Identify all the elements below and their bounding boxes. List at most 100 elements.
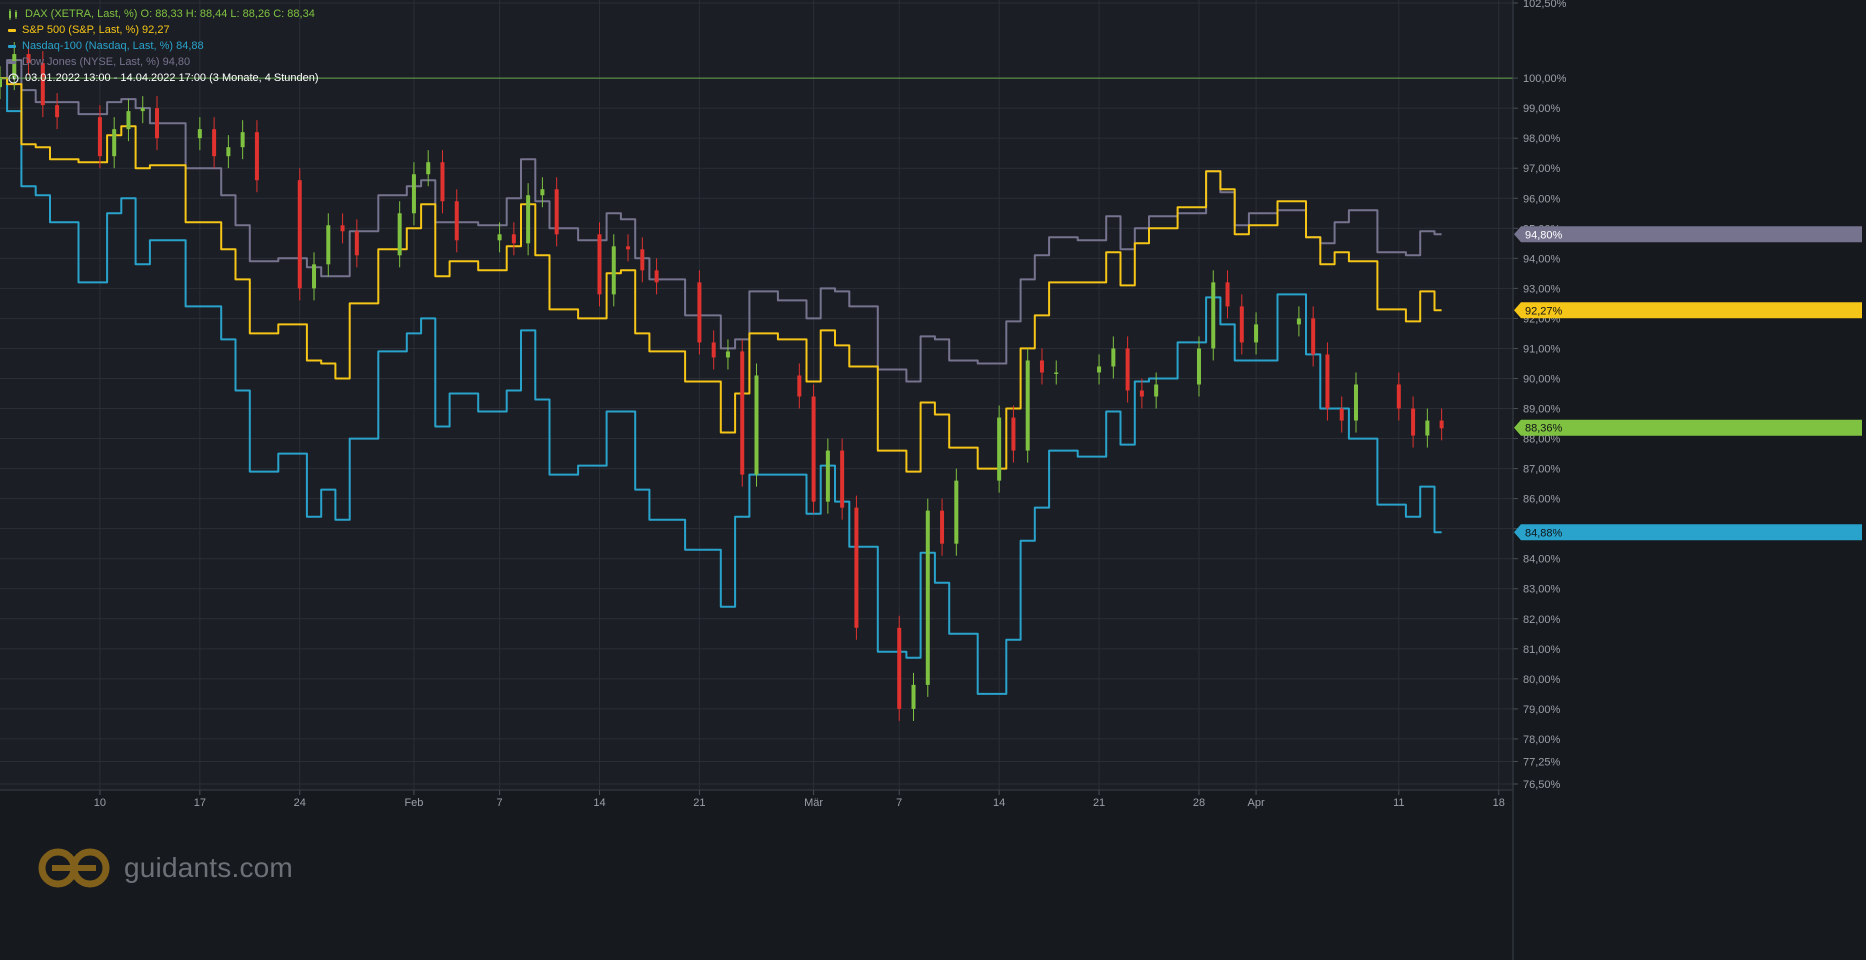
candle-body (526, 195, 531, 244)
candle-body (212, 129, 217, 157)
y-tick-label: 100,00% (1523, 73, 1567, 85)
x-tick-label: 18 (1493, 797, 1505, 809)
x-tick-label: 21 (693, 797, 705, 809)
x-tick-label: 7 (896, 797, 902, 809)
candle-body (40, 63, 45, 106)
candle-body (611, 246, 616, 295)
series-line-nasdaq (0, 77, 1442, 695)
y-tick-label: 96,00% (1523, 193, 1561, 205)
y-tick-label: 98,00% (1523, 133, 1561, 145)
candle-body (1254, 324, 1259, 343)
legend-label-nasdaq: Nasdaq-100 (Nasdaq, Last, %) 84,88 (22, 40, 204, 52)
y-tick-label: 81,00% (1523, 644, 1561, 656)
candle-body (354, 231, 359, 256)
candle-body (1154, 384, 1159, 397)
guidants-logo-icon (38, 848, 110, 888)
plot-area (0, 42, 1513, 721)
candle-body (240, 132, 245, 148)
legend-label-dax: DAX (XETRA, Last, %) O: 88,33 H: 88,44 L… (25, 8, 315, 20)
x-tick-label: 11 (1393, 797, 1404, 809)
candle-body (1339, 408, 1344, 421)
candle-body (840, 450, 845, 508)
candle-body (55, 105, 60, 118)
legend-row-range: 03.01.2022 13:00 - 14.04.2022 17:00 (3 M… (8, 70, 319, 86)
line-swatch-icon (8, 44, 16, 48)
candle-body (126, 111, 131, 130)
y-tick-label: 91,00% (1523, 343, 1561, 355)
y-tick-label: 94,00% (1523, 253, 1561, 265)
y-tick-label: 87,00% (1523, 464, 1561, 476)
legend-row-sp500[interactable]: S&P 500 (S&P, Last, %) 92,27 (8, 22, 319, 38)
x-tick-label: Feb (404, 797, 423, 809)
candle-body (640, 249, 645, 271)
candle-body (0, 78, 2, 88)
candle-body (1411, 408, 1416, 436)
candle-body (411, 174, 416, 214)
y-tick-label: 83,00% (1523, 584, 1561, 596)
x-tick-label: 21 (1093, 797, 1105, 809)
candle-body (254, 132, 259, 181)
last-value-label: 94,80% (1525, 229, 1563, 241)
candle-body (1011, 417, 1016, 451)
y-tick-label: 99,00% (1523, 103, 1561, 115)
candle-body (626, 246, 631, 250)
legend-row-nasdaq[interactable]: Nasdaq-100 (Nasdaq, Last, %) 84,88 (8, 38, 319, 54)
last-value-badge-dax: 88,36% (1514, 419, 1862, 436)
candle-body (197, 129, 202, 139)
candle-body (26, 54, 31, 64)
candle-body (1311, 318, 1316, 355)
last-value-label: 84,88% (1525, 527, 1563, 539)
candle-body (825, 450, 830, 502)
x-tick-label: 24 (294, 797, 306, 809)
y-tick-label: 79,00% (1523, 704, 1561, 716)
line-swatch-icon (8, 60, 16, 64)
chart-legend: DAX (XETRA, Last, %) O: 88,33 H: 88,44 L… (8, 6, 319, 86)
y-tick-label: 76,50% (1523, 779, 1561, 791)
watermark-text: guidants.com (124, 852, 293, 883)
candle-body (454, 201, 459, 241)
candle-body (1025, 360, 1030, 451)
candle-body (754, 375, 759, 475)
last-value-badge-shape (1514, 302, 1862, 319)
candle-body (997, 417, 1002, 481)
x-tick-label: Apr (1248, 797, 1265, 809)
y-axis-panel (1513, 0, 1866, 960)
candle-body (1039, 360, 1044, 373)
x-tick-label: 28 (1193, 797, 1205, 809)
candle-body (1439, 420, 1444, 429)
x-tick-label: Mär (804, 797, 823, 809)
candle-body (226, 147, 231, 157)
candle-body (12, 54, 17, 79)
candle-body (326, 225, 331, 265)
line-swatch-icon (8, 28, 16, 32)
candle-body (97, 117, 102, 157)
candle-body (925, 510, 930, 685)
candle-body (1225, 282, 1230, 307)
candle-body (711, 342, 716, 358)
candle-body (1125, 348, 1130, 391)
candle-body (112, 129, 117, 157)
candle-body (811, 396, 816, 502)
last-value-badge-nasdaq: 84,88% (1514, 524, 1862, 541)
x-tick-label: 17 (194, 797, 206, 809)
candle-body (140, 108, 145, 112)
candle-body (954, 480, 959, 544)
candle-body (1211, 282, 1216, 349)
x-axis-panel (0, 790, 1513, 960)
last-value-badge-shape (1514, 419, 1862, 436)
y-tick-label: 97,00% (1523, 163, 1561, 175)
candle-body (1097, 366, 1102, 373)
candle-body (1396, 384, 1401, 409)
candle-body (797, 375, 802, 397)
y-tick-label: 93,00% (1523, 283, 1561, 295)
candle-body (725, 351, 730, 358)
y-tick-label: 80,00% (1523, 674, 1561, 686)
y-tick-label: 88,00% (1523, 434, 1561, 446)
candle-body (911, 684, 916, 709)
candle-body (511, 234, 516, 244)
legend-row-dax[interactable]: DAX (XETRA, Last, %) O: 88,33 H: 88,44 L… (8, 6, 319, 22)
y-tick-label: 86,00% (1523, 494, 1561, 506)
legend-row-dow[interactable]: Dow Jones (NYSE, Last, %) 94,80 (8, 54, 319, 70)
